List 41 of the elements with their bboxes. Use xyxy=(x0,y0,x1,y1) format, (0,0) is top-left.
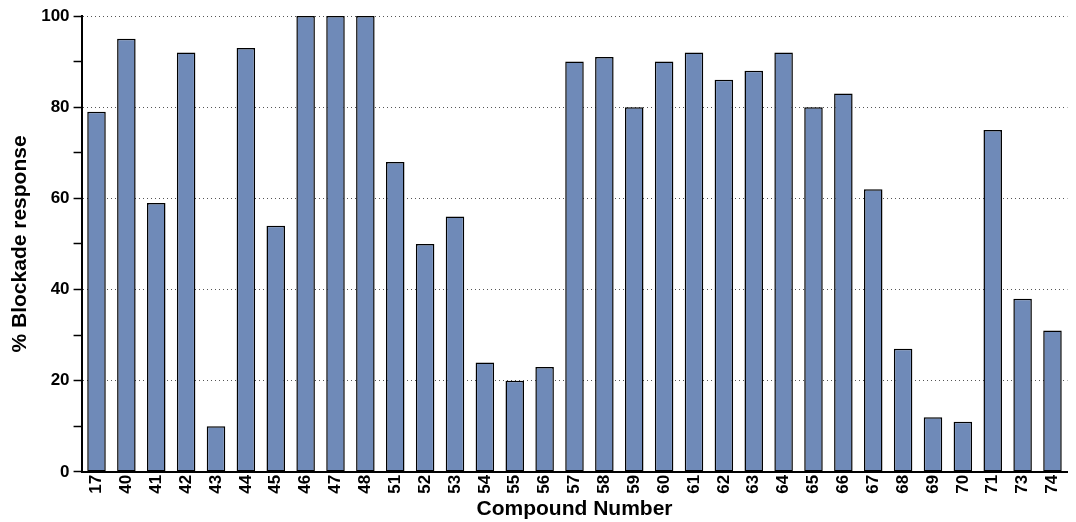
x-tick-label: 55 xyxy=(504,474,524,494)
y-tick-label: 20 xyxy=(50,370,70,390)
x-tick-label: 51 xyxy=(384,474,404,494)
x-axis-title: Compound Number xyxy=(476,496,673,520)
x-tick-label: 54 xyxy=(474,474,494,494)
x-tick-label: 46 xyxy=(295,474,315,494)
x-tick-label: 58 xyxy=(594,474,614,494)
x-tick-label: 68 xyxy=(892,474,912,494)
x-tick-label: 63 xyxy=(743,474,763,494)
x-tick-label: 71 xyxy=(982,474,1002,494)
x-tick-label: 61 xyxy=(683,474,703,494)
x-tick-label: 65 xyxy=(803,474,823,494)
x-tick-label: 48 xyxy=(355,474,375,494)
x-tick-label: 41 xyxy=(145,474,165,494)
x-tick-label: 47 xyxy=(325,474,345,494)
x-tick-label: 53 xyxy=(444,474,464,494)
x-tick-label: 52 xyxy=(414,474,434,494)
x-tick-label: 62 xyxy=(713,474,733,494)
x-tick-label: 66 xyxy=(833,474,853,494)
y-tick-label: 80 xyxy=(50,96,70,116)
x-tick-label: 73 xyxy=(1012,474,1032,494)
x-tick-label: 42 xyxy=(175,474,195,494)
x-tick-label: 67 xyxy=(862,474,882,494)
x-tick-label: 44 xyxy=(235,474,255,494)
x-tick-label: 45 xyxy=(265,474,285,494)
x-tick-label: 70 xyxy=(952,474,972,494)
x-tick-label: 57 xyxy=(564,474,584,494)
y-axis-title: % Blockade response xyxy=(7,135,31,353)
x-tick-label: 69 xyxy=(922,474,942,494)
x-tick-label: 40 xyxy=(116,474,136,494)
y-tick-label: 100 xyxy=(41,5,70,25)
y-tick-label: 60 xyxy=(50,188,70,208)
x-tick-label: 64 xyxy=(773,474,793,494)
x-tick-label: 43 xyxy=(205,474,225,494)
x-tick-label: 59 xyxy=(623,474,643,494)
x-tick-label: 56 xyxy=(534,474,554,494)
x-tick-label: 60 xyxy=(653,474,673,494)
y-tick-label: 40 xyxy=(50,279,70,299)
x-tick-label: 17 xyxy=(86,474,106,494)
y-tick-label: 0 xyxy=(60,461,70,481)
x-tick-label: 74 xyxy=(1042,474,1062,494)
